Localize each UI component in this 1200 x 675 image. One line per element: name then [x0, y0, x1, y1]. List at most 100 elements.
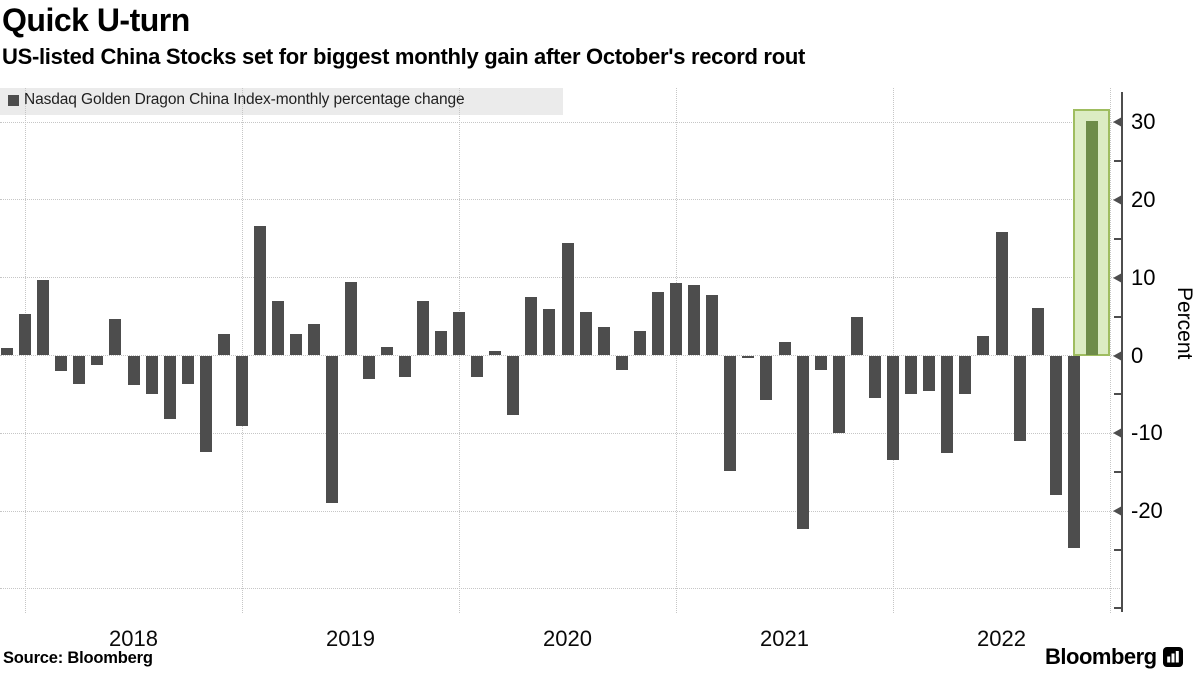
bar-2018-07 — [145, 355, 158, 394]
bar-2022-02 — [923, 355, 936, 392]
bar-2019-04 — [308, 323, 321, 356]
bar-2019-01 — [254, 225, 267, 356]
bar-2019-10 — [416, 301, 429, 356]
bar-2020-12 — [670, 283, 683, 356]
y-minor-tick--5 — [1114, 393, 1122, 396]
bar-2019-06 — [344, 282, 357, 356]
bar-2020-05 — [543, 308, 556, 356]
v-gridline-2022 — [893, 88, 894, 613]
bar-2022-11 — [1085, 121, 1098, 356]
y-tick-label-10: 10 — [1131, 264, 1156, 290]
y-tick-arrow-0 — [1113, 350, 1122, 361]
y-axis-line — [1121, 92, 1123, 612]
bar-2020-03 — [507, 355, 520, 416]
bar-2021-06 — [778, 342, 791, 356]
y-tick-arrow-10 — [1113, 272, 1122, 283]
y-minor-tick--32.5 — [1114, 607, 1122, 610]
bar-2021-08 — [814, 355, 827, 370]
legend-swatch-icon — [8, 94, 19, 106]
bar-2020-10 — [633, 331, 646, 356]
y-tick-label-0: 0 — [1131, 342, 1144, 368]
bar-2022-07 — [1013, 355, 1026, 442]
bloomberg-logo-icon — [1162, 647, 1183, 667]
bar-2021-04 — [742, 355, 755, 358]
bar-2021-01 — [688, 285, 701, 356]
h-gridline--30 — [0, 588, 1122, 590]
bar-2022-06 — [995, 231, 1008, 356]
bar-2018-04 — [91, 355, 104, 365]
v-gridline-2023 — [1110, 88, 1111, 613]
h-gridline--10 — [0, 432, 1122, 434]
bar-2021-07 — [796, 355, 809, 529]
bar-2021-10 — [850, 316, 863, 356]
bar-2021-12 — [887, 355, 900, 460]
y-tick-label-20: 20 — [1131, 186, 1156, 212]
bar-2018-01 — [37, 280, 50, 356]
chart-title: Quick U-turn — [2, 2, 190, 38]
v-gridline-2019 — [242, 88, 243, 613]
bar-2021-02 — [706, 294, 719, 356]
y-axis-title: Percent — [1173, 287, 1196, 360]
bar-2018-09 — [181, 355, 194, 384]
source-text: Source: Bloomberg — [3, 649, 153, 667]
bar-2018-10 — [199, 355, 212, 452]
y-minor-tick--25 — [1114, 549, 1122, 551]
bar-2020-11 — [651, 292, 664, 356]
legend-background — [0, 88, 563, 115]
bar-2017-12 — [19, 314, 32, 356]
bar-2018-12 — [236, 355, 249, 426]
y-tick-arrow-20 — [1113, 194, 1122, 205]
legend-label: Nasdaq Golden Dragon China Index-monthly… — [24, 91, 465, 108]
bar-2019-05 — [326, 355, 339, 503]
bloomberg-branding: Bloomberg — [1045, 644, 1183, 670]
bar-2020-08 — [597, 327, 610, 356]
h-gridline-20 — [0, 199, 1122, 201]
bar-2020-09 — [615, 355, 628, 371]
bar-2022-09 — [1049, 355, 1062, 495]
y-tick-arrow-30 — [1113, 117, 1122, 128]
x-year-label-2018: 2018 — [109, 626, 158, 651]
x-year-label-2019: 2019 — [326, 626, 375, 651]
bar-2020-04 — [525, 297, 538, 356]
bar-2022-03 — [941, 355, 954, 453]
bar-2018-08 — [163, 355, 176, 420]
bar-2022-01 — [905, 355, 918, 395]
bar-2019-11 — [434, 331, 447, 356]
y-tick-label--20: -20 — [1131, 498, 1163, 524]
x-year-label-2021: 2021 — [760, 626, 809, 651]
y-tick-arrow--20 — [1113, 506, 1122, 517]
bar-2019-09 — [398, 355, 411, 377]
y-tick-label--10: -10 — [1131, 420, 1163, 446]
bloomberg-wordmark: Bloomberg — [1045, 644, 1157, 669]
h-gridline-0 — [0, 355, 1122, 356]
bar-2018-02 — [55, 355, 68, 372]
bar-2018-06 — [127, 355, 140, 386]
bar-2020-01 — [471, 355, 484, 377]
bar-2021-03 — [724, 355, 737, 471]
y-minor-tick-15 — [1114, 237, 1122, 240]
bar-2018-05 — [109, 318, 122, 356]
bar-2019-02 — [272, 301, 285, 356]
bar-2020-07 — [579, 311, 592, 356]
bar-2020-02 — [489, 350, 502, 356]
bar-2022-10 — [1067, 355, 1080, 549]
bar-2019-12 — [453, 311, 466, 356]
y-tick-arrow--10 — [1113, 428, 1122, 439]
h-gridline--20 — [0, 510, 1122, 512]
bar-2022-04 — [959, 355, 972, 395]
bar-2017-11 — [1, 348, 13, 356]
bar-2021-09 — [832, 355, 845, 434]
bar-2019-03 — [290, 333, 303, 356]
y-minor-tick-5 — [1114, 315, 1122, 318]
h-gridline-10 — [0, 277, 1122, 279]
bar-2018-03 — [73, 355, 86, 385]
bar-2022-08 — [1031, 308, 1044, 356]
legend: Nasdaq Golden Dragon China Index-monthly… — [8, 91, 465, 109]
x-year-label-2022: 2022 — [977, 626, 1026, 651]
bar-2022-05 — [977, 336, 990, 356]
y-minor-tick--15 — [1114, 471, 1122, 474]
y-minor-tick-25 — [1114, 160, 1122, 162]
bar-2019-08 — [380, 346, 393, 356]
h-gridline-30 — [0, 121, 1122, 123]
